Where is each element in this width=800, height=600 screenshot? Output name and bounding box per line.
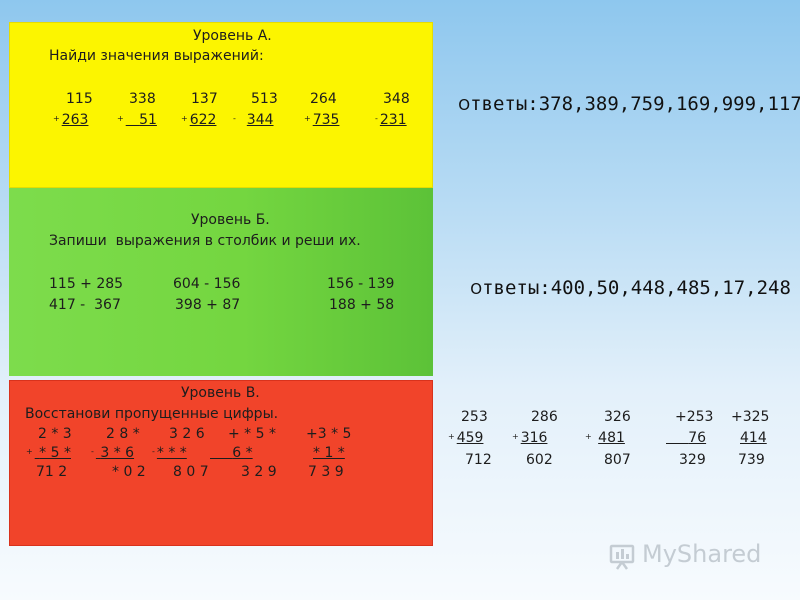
c-mid-3: * * * [156,445,187,461]
level-c-title: Уровень В. [181,385,260,401]
a-top-6: 348 [383,91,410,107]
a-top-4: 513 [251,91,278,107]
ac-top-4: +253 [675,409,714,425]
ac-mid-3: 481 [598,430,625,446]
level-c-panel: Уровень В. Восстанови пропущенные цифры.… [9,380,433,546]
a-bottom-4: 344 [246,112,274,128]
a-bottom-2: 51 [139,112,157,128]
ac-mid-5: 414 [740,430,767,446]
ac-op-2: + [512,432,519,441]
level-b-title: Уровень Б. [191,212,270,228]
ac-op-3: + [585,432,592,441]
answers-b-text: тветы:400,50,448,485,17,248 [482,277,791,299]
a-op-1: + [53,114,60,123]
a-bottom-1: 263 [61,112,89,128]
ac-top-2: 286 [531,409,558,425]
b-row1-2: 604 - 156 [173,276,241,292]
c-top-5: +3 * 5 [306,426,352,442]
a-bottom-6: 231 [379,112,407,128]
b-row1-1: 115 + 285 [49,276,124,292]
b-row2-2: 398 + 87 [175,297,241,313]
a-top-5: 264 [310,91,337,107]
myshared-logo-icon [609,544,635,570]
a-op-3: + [181,114,188,123]
c-bottom-2: * 0 2 [112,464,146,480]
c-bottom-5: 7 3 9 [308,464,344,480]
c-top-2: 2 8 * [106,426,140,442]
c-op-3: - [152,447,155,456]
answers-a-lead: О [458,96,471,114]
level-b-panel: Уровень Б. Запиши выражения в столбик и … [9,188,433,376]
a-op-6: - [375,114,378,123]
ac-mid-1: 459 [456,430,484,446]
myshared-logo: MyShared [606,536,766,576]
ac-bottom-5: 739 [738,452,765,468]
a-top-3: 137 [191,91,218,107]
a-op-4: - [233,114,236,123]
c-top-1: 2 * 3 [38,426,72,442]
c-op-1: + [26,447,33,456]
c-mid-1: * 5 * [39,445,71,461]
ac-bottom-1: 712 [465,452,492,468]
ac-top-1: 253 [461,409,488,425]
ac-bottom-3: 807 [604,452,631,468]
ac-mid-2: 316 [520,430,548,446]
c-mid-2: 3 * 6 [100,445,135,461]
ac-mid-4: 76 [688,430,707,446]
ac-top-5: +325 [731,409,770,425]
level-c-task: Восстанови пропущенные цифры. [25,406,279,422]
a-top-1: 115 [66,91,93,107]
c-bottom-1: 71 2 [36,464,68,480]
answers-a-text: тветы:378,389,759,169,999,117 [470,93,800,115]
level-a-title: Уровень А. [193,28,272,44]
b-row2-1: 417 - 367 [49,297,121,313]
c-bottom-4: 3 2 9 [241,464,277,480]
level-b-task: Запиши выражения в столбик и реши их. [49,233,361,249]
ac-top-3: 326 [604,409,631,425]
c-top-3: 3 2 6 [169,426,205,442]
c-mid-5: * 1 * [313,445,345,461]
c-op-2: - [91,447,94,456]
a-bottom-5: 735 [312,112,340,128]
answers-b-lead: О [470,280,483,298]
level-a-panel: Уровень А. Найди значения выражений: 115… [9,22,433,188]
c-top-4: + * 5 * [228,426,276,442]
answers-b: Ответы:400,50,448,485,17,248 [451,258,791,299]
a-op-2: + [117,114,124,123]
b-row1-3: 156 - 139 [327,276,395,292]
level-a-task: Найди значения выражений: [49,48,264,64]
ac-bottom-4: 329 [679,452,706,468]
a-top-2: 338 [129,91,156,107]
answers-a: Ответы:378,389,759,169,999,117 [439,74,800,115]
c-mid-4: 6 * [232,445,253,461]
a-op-5: + [304,114,311,123]
ac-op-1: + [448,432,455,441]
b-row2-3: 188 + 58 [329,297,395,313]
myshared-logo-text: MyShared [642,540,762,568]
a-bottom-3: 622 [189,112,217,128]
c-bottom-3: 8 0 7 [173,464,209,480]
ac-bottom-2: 602 [526,452,553,468]
